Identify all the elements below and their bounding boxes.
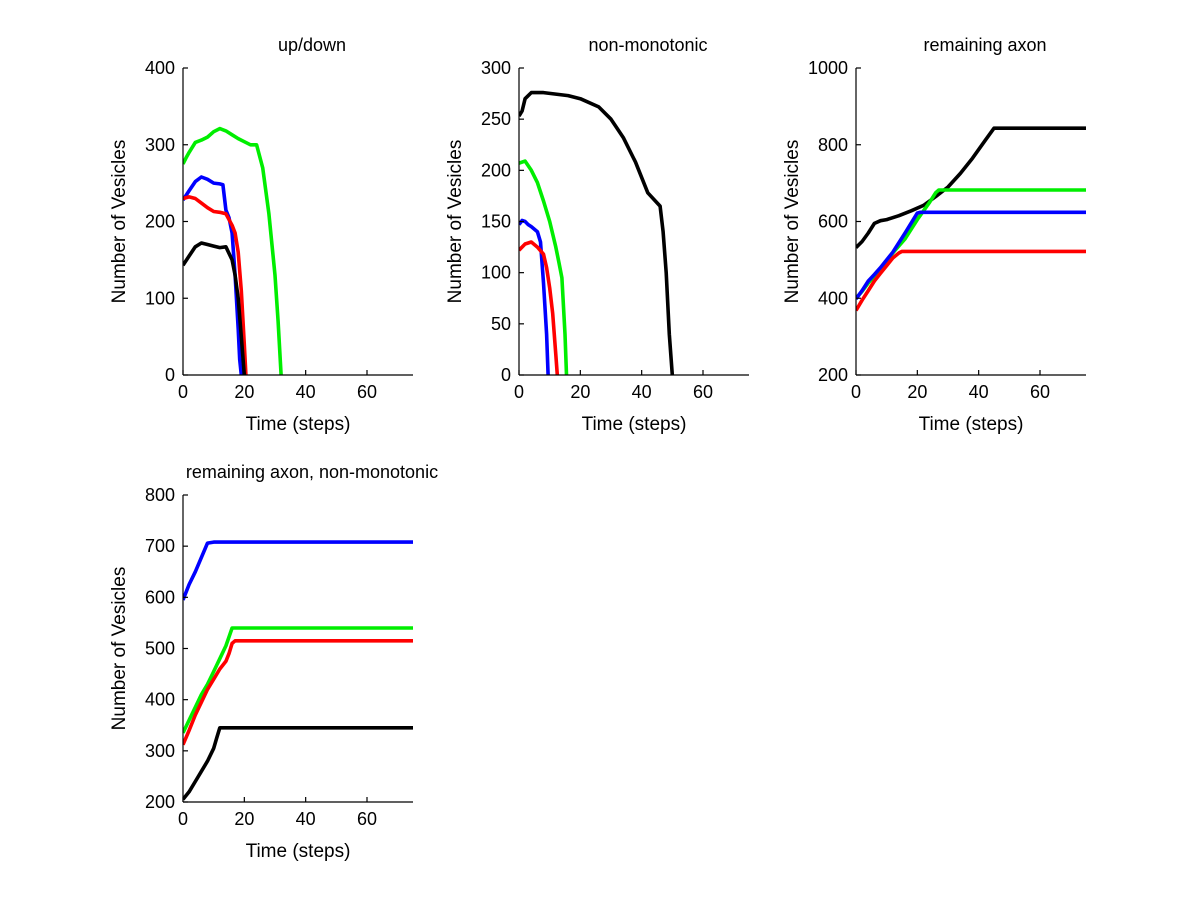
y-axis-label: Number of Vesicles bbox=[109, 567, 130, 731]
y-tick-label: 300 bbox=[145, 135, 175, 155]
x-tick-label: 0 bbox=[178, 382, 188, 402]
chart-panel-4: 0 20 40 60 200 300 400 500 600 700 800 remaining ax… bbox=[109, 462, 438, 862]
x-tick-label: 40 bbox=[632, 382, 652, 402]
chart-title: non-monotonic bbox=[588, 35, 707, 55]
series-line-red bbox=[519, 240, 560, 376]
series-line-green bbox=[183, 626, 413, 734]
x-tick-label: 60 bbox=[357, 809, 377, 829]
x-axis-label: Time (steps) bbox=[246, 414, 351, 435]
series-line-red bbox=[856, 249, 1086, 312]
x-tick-label: 40 bbox=[296, 382, 316, 402]
y-axis-label: Number of Vesicles bbox=[445, 140, 466, 304]
y-tick-label: 0 bbox=[165, 365, 175, 385]
x-tick-label: 40 bbox=[296, 809, 316, 829]
y-tick-label: 300 bbox=[145, 741, 175, 761]
x-axis-label: Time (steps) bbox=[246, 841, 351, 862]
y-tick-label: 500 bbox=[145, 639, 175, 659]
x-tick-label: 20 bbox=[570, 382, 590, 402]
chart-title: remaining axon bbox=[923, 35, 1046, 55]
x-tick-label: 20 bbox=[907, 382, 927, 402]
x-tick-label: 20 bbox=[234, 809, 254, 829]
x-axis-label: Time (steps) bbox=[919, 414, 1024, 435]
chart-panel-2: 0 20 40 60 0 50 100 150 200 250 300 non-monotonic Ti… bbox=[445, 35, 749, 435]
series-line-black bbox=[183, 241, 247, 376]
series-line-red bbox=[183, 639, 413, 746]
y-axis-label: Number of Vesicles bbox=[109, 140, 130, 304]
y-tick-label: 150 bbox=[481, 212, 511, 232]
y-tick-label: 200 bbox=[481, 160, 511, 180]
chart-title: remaining axon, non-monotonic bbox=[186, 462, 438, 482]
series-line-blue bbox=[856, 210, 1086, 301]
series-line-black bbox=[856, 126, 1086, 249]
y-tick-label: 100 bbox=[481, 263, 511, 283]
x-tick-label: 60 bbox=[1030, 382, 1050, 402]
y-tick-label: 600 bbox=[818, 212, 848, 232]
series-line-black bbox=[183, 726, 413, 801]
y-tick-label: 600 bbox=[145, 587, 175, 607]
y-tick-label: 400 bbox=[818, 288, 848, 308]
y-tick-label: 700 bbox=[145, 536, 175, 556]
chart-panel-3: 0 20 40 60 200 400 600 800 1000 remaining axon Tim… bbox=[782, 35, 1086, 435]
y-tick-label: 0 bbox=[501, 365, 511, 385]
y-tick-label: 200 bbox=[145, 212, 175, 232]
y-tick-label: 800 bbox=[818, 135, 848, 155]
x-tick-label: 0 bbox=[514, 382, 524, 402]
x-tick-label: 0 bbox=[178, 809, 188, 829]
y-tick-label: 800 bbox=[145, 485, 175, 505]
x-tick-label: 20 bbox=[234, 382, 254, 402]
y-axis-label: Number of Vesicles bbox=[782, 140, 803, 304]
y-tick-label: 300 bbox=[481, 58, 511, 78]
series-line-blue bbox=[183, 540, 413, 601]
chart-panel-1: 0 20 40 60 0 100 200 300 400 up/down Time (steps) N… bbox=[109, 35, 413, 435]
x-tick-label: 0 bbox=[851, 382, 861, 402]
y-tick-label: 400 bbox=[145, 58, 175, 78]
series-line-black bbox=[519, 90, 675, 376]
y-tick-label: 1000 bbox=[808, 58, 848, 78]
series-line-red bbox=[183, 195, 248, 376]
y-tick-label: 50 bbox=[491, 314, 511, 334]
y-tick-label: 250 bbox=[481, 109, 511, 129]
y-tick-label: 100 bbox=[145, 288, 175, 308]
x-axis-label: Time (steps) bbox=[582, 414, 687, 435]
y-tick-label: 200 bbox=[145, 792, 175, 812]
y-tick-label: 400 bbox=[145, 690, 175, 710]
series-line-green bbox=[183, 126, 283, 376]
y-tick-label: 200 bbox=[818, 365, 848, 385]
x-tick-label: 60 bbox=[357, 382, 377, 402]
x-tick-label: 40 bbox=[969, 382, 989, 402]
x-tick-label: 60 bbox=[693, 382, 713, 402]
chart-title: up/down bbox=[278, 35, 346, 55]
series-line-green bbox=[519, 159, 569, 376]
series-line-blue bbox=[183, 175, 244, 376]
